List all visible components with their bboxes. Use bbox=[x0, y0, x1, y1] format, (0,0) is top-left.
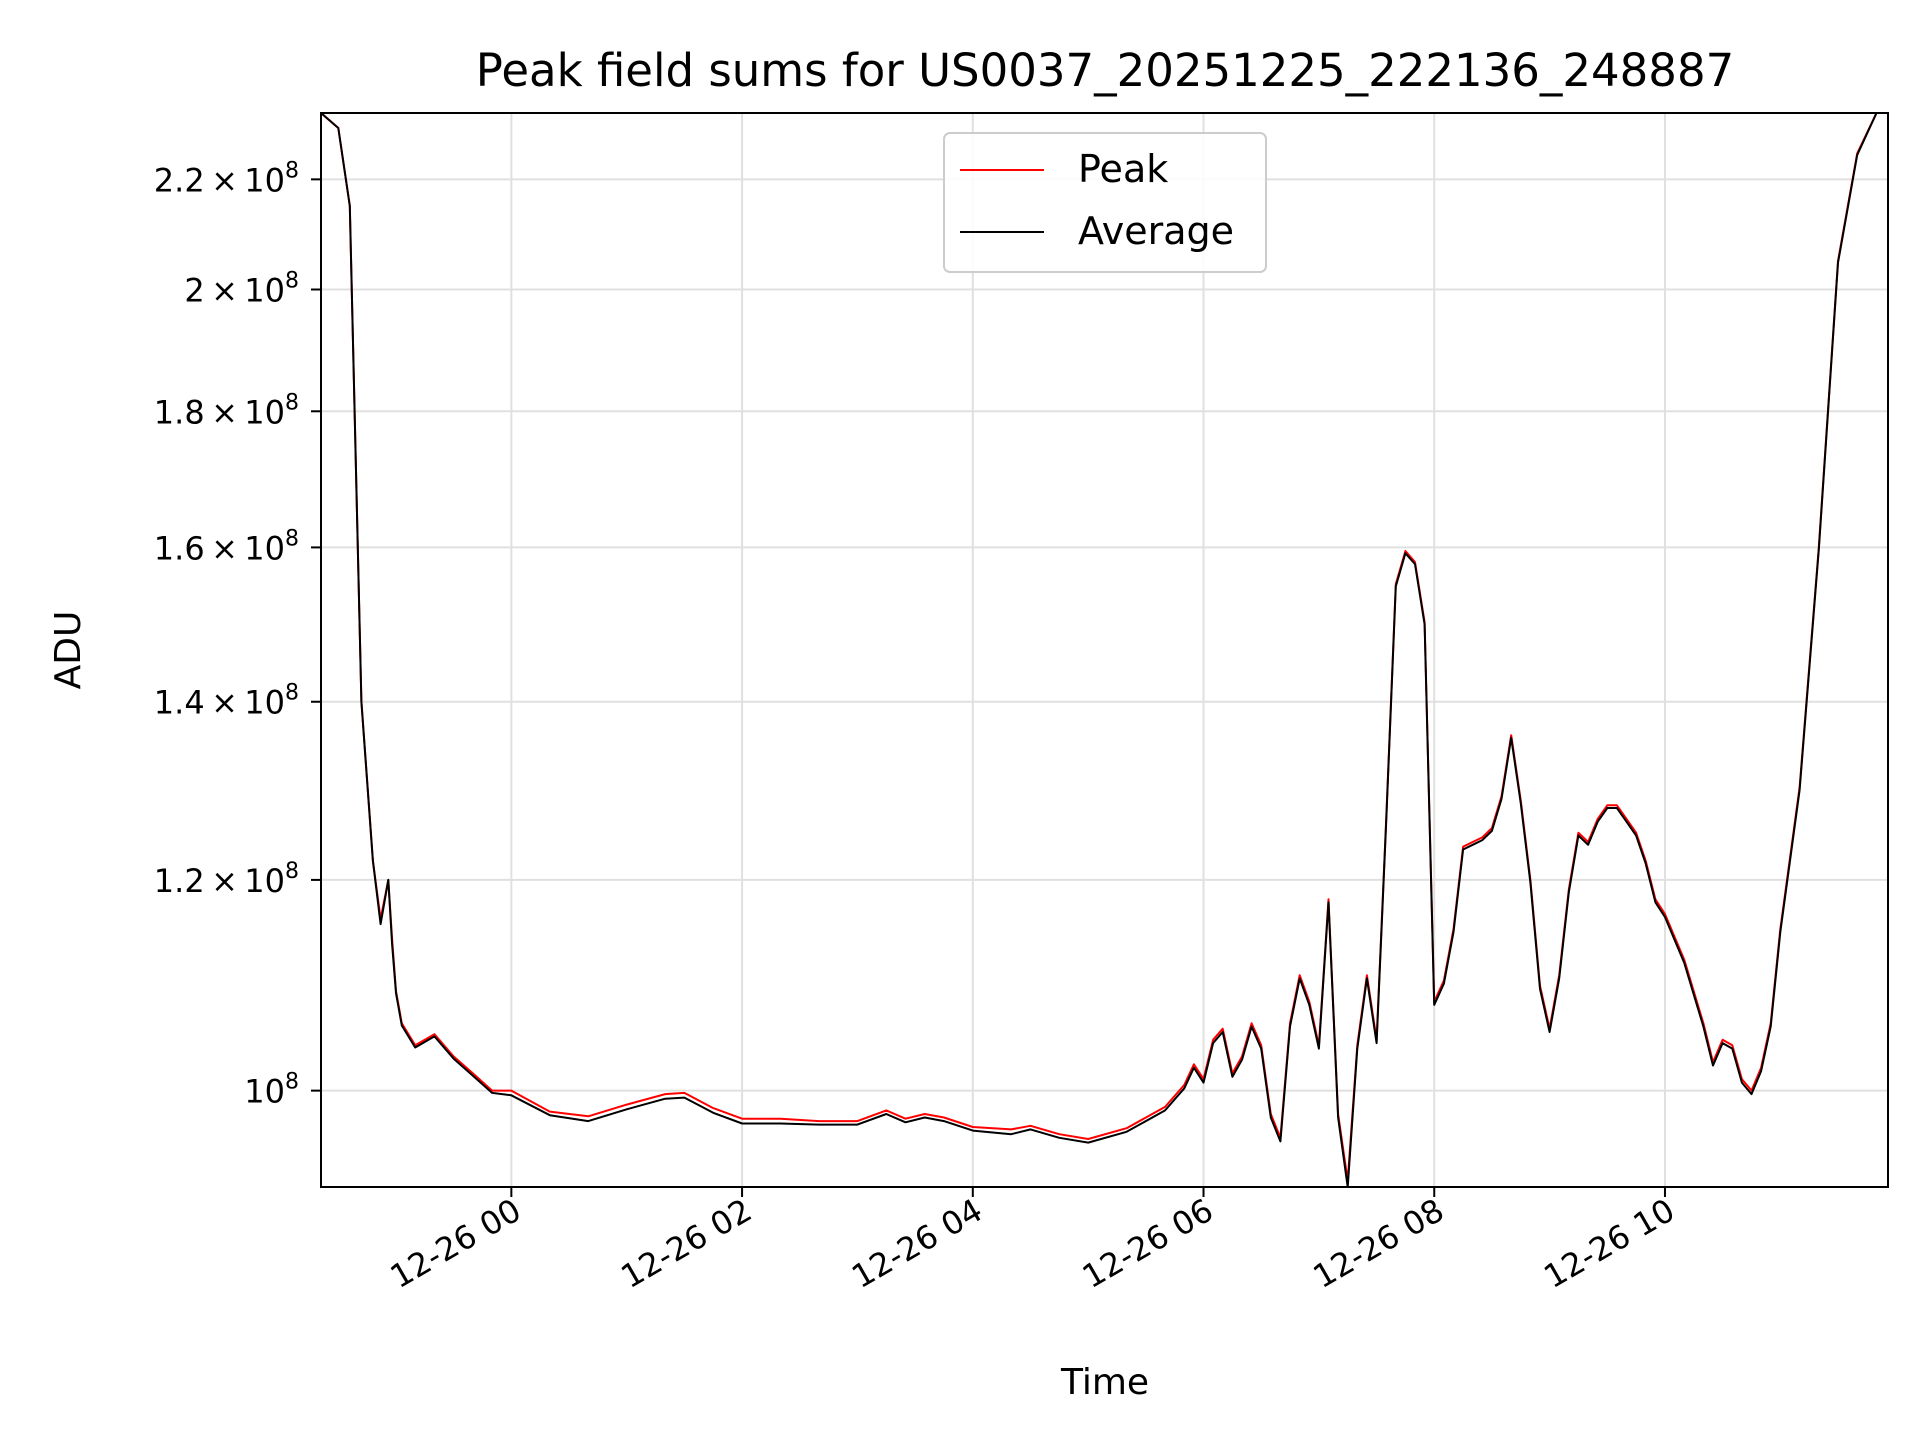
y-tick-label: 2 × 108 bbox=[184, 269, 299, 310]
legend-label-peak: Peak bbox=[1078, 147, 1168, 191]
y-tick-label: 1.4 × 108 bbox=[154, 681, 299, 722]
y-tick-label: 1.6 × 108 bbox=[154, 526, 299, 567]
x-axis-label: Time bbox=[1060, 1362, 1149, 1403]
legend-label-average: Average bbox=[1078, 209, 1234, 253]
chart-title: Peak field sums for US0037_20251225_2221… bbox=[476, 44, 1734, 97]
series-line-average bbox=[320, 112, 1888, 1188]
legend-box bbox=[943, 132, 1267, 273]
grid bbox=[321, 113, 1888, 1187]
y-tick-label: 108 bbox=[244, 1070, 299, 1111]
y-tick-label: 2.2 × 108 bbox=[154, 158, 299, 199]
y-axis: 108 1.2 × 108 1.4 × 108 1.6 × 108 1.8 × 108 2… bbox=[154, 158, 321, 1111]
series-layer bbox=[320, 112, 1888, 1188]
plot-frame bbox=[320, 112, 1889, 1188]
y-tick-label: 1.8 × 108 bbox=[154, 390, 299, 431]
y-tick-label: 1.2 × 108 bbox=[154, 859, 299, 900]
y-axis-label: ADU bbox=[48, 611, 89, 690]
legend: Peak Average bbox=[943, 132, 1267, 273]
